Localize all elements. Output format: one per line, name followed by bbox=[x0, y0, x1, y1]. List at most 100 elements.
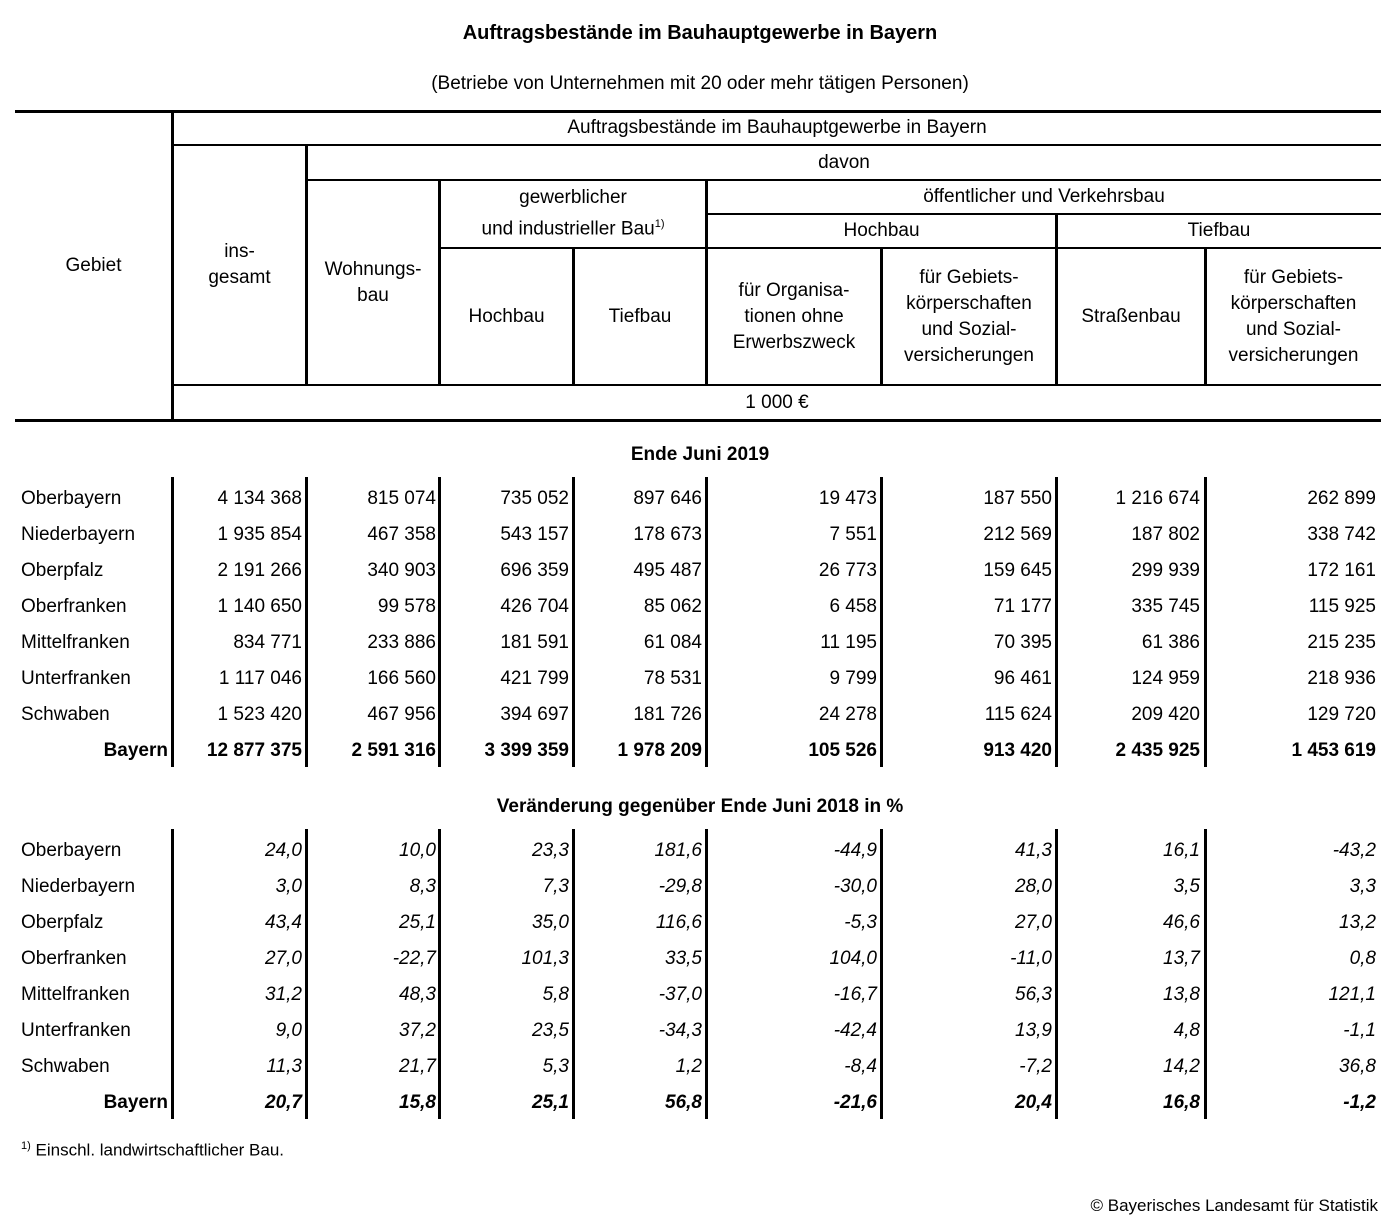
table-cell: 1 216 674 bbox=[1115, 488, 1200, 509]
table-cell: 2 435 925 bbox=[1115, 740, 1200, 761]
table-cell: 340 903 bbox=[367, 560, 436, 581]
table-cell: 20,7 bbox=[265, 1092, 302, 1113]
row-label: Oberpfalz bbox=[21, 912, 104, 933]
table-cell: 2 191 266 bbox=[217, 560, 302, 581]
row-label: Unterfranken bbox=[21, 1020, 131, 1041]
header-wohnungsbau: Wohnungs- bau bbox=[324, 258, 422, 306]
table-cell: 6 458 bbox=[829, 596, 877, 617]
footnote: 1) Einschl. landwirtschaftlicher Bau. bbox=[21, 1140, 284, 1161]
row-label: Oberfranken bbox=[21, 596, 127, 617]
table-cell: 181,6 bbox=[654, 840, 702, 861]
table-cell: -34,3 bbox=[658, 1020, 702, 1041]
table-cell: 7,3 bbox=[542, 876, 569, 897]
table-cell: 3,0 bbox=[275, 876, 302, 897]
table-cell: 35,0 bbox=[532, 912, 569, 933]
table-cell: 181 591 bbox=[500, 632, 569, 653]
table-cell: 1 140 650 bbox=[217, 596, 302, 617]
header-gew-hochbau: Hochbau bbox=[468, 305, 545, 327]
table-cell: 815 074 bbox=[367, 488, 436, 509]
header-gebietskoerperschaften-hoch: für Gebiets- körperschaften und Sozial- … bbox=[904, 266, 1034, 366]
table-cell: -22,7 bbox=[392, 948, 436, 969]
table-cell: 13,8 bbox=[1163, 984, 1200, 1005]
header-organisationen: für Organisa- tionen ohne Erwerbszweck bbox=[732, 279, 856, 353]
table-cell: -21,6 bbox=[833, 1092, 877, 1113]
header-davon: davon bbox=[818, 151, 870, 173]
table-cell: 20,4 bbox=[1015, 1092, 1052, 1113]
table-cell: 3,5 bbox=[1173, 876, 1200, 897]
table-cell: 9,0 bbox=[275, 1020, 302, 1041]
table-cell: 41,3 bbox=[1015, 840, 1052, 861]
row-label: Bayern bbox=[103, 740, 168, 761]
header-hochbau-group: Hochbau bbox=[843, 220, 920, 241]
table-cell: 1,2 bbox=[675, 1056, 702, 1077]
rule bbox=[172, 384, 1381, 386]
rule bbox=[171, 111, 174, 421]
table-cell: 105 526 bbox=[808, 740, 877, 761]
table-cell: -5,3 bbox=[844, 912, 877, 933]
footnote-marker: 1) bbox=[654, 218, 665, 231]
table-cell: 209 420 bbox=[1131, 704, 1200, 725]
rule bbox=[306, 179, 1381, 181]
section-title: Ende Juni 2019 bbox=[630, 444, 770, 465]
header-gewerblich-label: gewerblicher und industrieller Bau bbox=[481, 187, 655, 240]
table-cell: 121,1 bbox=[1328, 984, 1376, 1005]
row-label: Oberfranken bbox=[21, 948, 127, 969]
column-rule bbox=[705, 477, 708, 767]
table-cell: -7,2 bbox=[1019, 1056, 1052, 1077]
rule bbox=[172, 144, 1381, 146]
table-cell: 115 624 bbox=[984, 704, 1052, 725]
header-top: Auftragsbestände im Bauhauptgewerbe in B… bbox=[567, 117, 987, 138]
table-cell: 172 161 bbox=[1307, 560, 1376, 581]
table-cell: 1 523 420 bbox=[217, 704, 302, 725]
table-cell: 124 959 bbox=[1131, 668, 1200, 689]
header-gew-tiefbau: Tiefbau bbox=[608, 305, 672, 327]
rule-header-bottom bbox=[15, 419, 1381, 422]
table-cell: 834 771 bbox=[233, 632, 302, 653]
header-gebiet: Gebiet bbox=[65, 254, 122, 276]
table-cell: 187 550 bbox=[983, 488, 1052, 509]
table-cell: 13,7 bbox=[1163, 948, 1200, 969]
rule bbox=[706, 213, 1381, 215]
table-cell: 85 062 bbox=[643, 596, 702, 617]
table-cell: 13,2 bbox=[1339, 912, 1376, 933]
table-cell: 166 560 bbox=[367, 668, 436, 689]
table-cell: 4 134 368 bbox=[217, 488, 302, 509]
table-cell: -1,1 bbox=[1343, 1020, 1376, 1041]
rule-top bbox=[15, 110, 1381, 113]
table-cell: 335 745 bbox=[1131, 596, 1200, 617]
row-label: Oberbayern bbox=[21, 488, 122, 509]
table-cell: 4,8 bbox=[1173, 1020, 1200, 1041]
table-cell: 0,8 bbox=[1349, 948, 1376, 969]
table-cell: 56,3 bbox=[1015, 984, 1052, 1005]
table-cell: 27,0 bbox=[1015, 912, 1052, 933]
row-label: Schwaben bbox=[21, 1056, 110, 1077]
table-cell: 31,2 bbox=[265, 984, 302, 1005]
column-rule bbox=[305, 829, 308, 1119]
table-cell: 70 395 bbox=[993, 632, 1052, 653]
column-rule bbox=[880, 477, 883, 767]
table-cell: 467 956 bbox=[367, 704, 436, 725]
table-cell: 25,1 bbox=[399, 912, 436, 933]
table-cell: 3,3 bbox=[1349, 876, 1376, 897]
column-rule bbox=[880, 829, 883, 1119]
column-rule bbox=[171, 829, 174, 1119]
table-cell: 24,0 bbox=[265, 840, 302, 861]
table-cell: 11 195 bbox=[820, 632, 877, 653]
header-unit: 1 000 € bbox=[745, 391, 809, 413]
table-cell: 9 799 bbox=[829, 668, 877, 689]
column-rule bbox=[171, 477, 174, 767]
header-oeffentlich: öffentlicher und Verkehrsbau bbox=[923, 186, 1165, 207]
table-cell: 897 646 bbox=[633, 488, 702, 509]
table-cell: 5,3 bbox=[542, 1056, 569, 1077]
rule bbox=[1055, 214, 1058, 386]
table-cell: 299 939 bbox=[1131, 560, 1200, 581]
table-cell: 115 925 bbox=[1308, 596, 1376, 617]
table-cell: -1,2 bbox=[1343, 1092, 1376, 1113]
table-cell: 116,6 bbox=[655, 912, 702, 933]
page-subtitle: (Betriebe von Unternehmen mit 20 oder me… bbox=[431, 73, 969, 94]
table-cell: 543 157 bbox=[500, 524, 569, 545]
column-rule bbox=[1055, 829, 1058, 1119]
table-cell: 25,1 bbox=[532, 1092, 569, 1113]
table-cell: 96 461 bbox=[993, 668, 1052, 689]
table-cell: -43,2 bbox=[1332, 840, 1376, 861]
